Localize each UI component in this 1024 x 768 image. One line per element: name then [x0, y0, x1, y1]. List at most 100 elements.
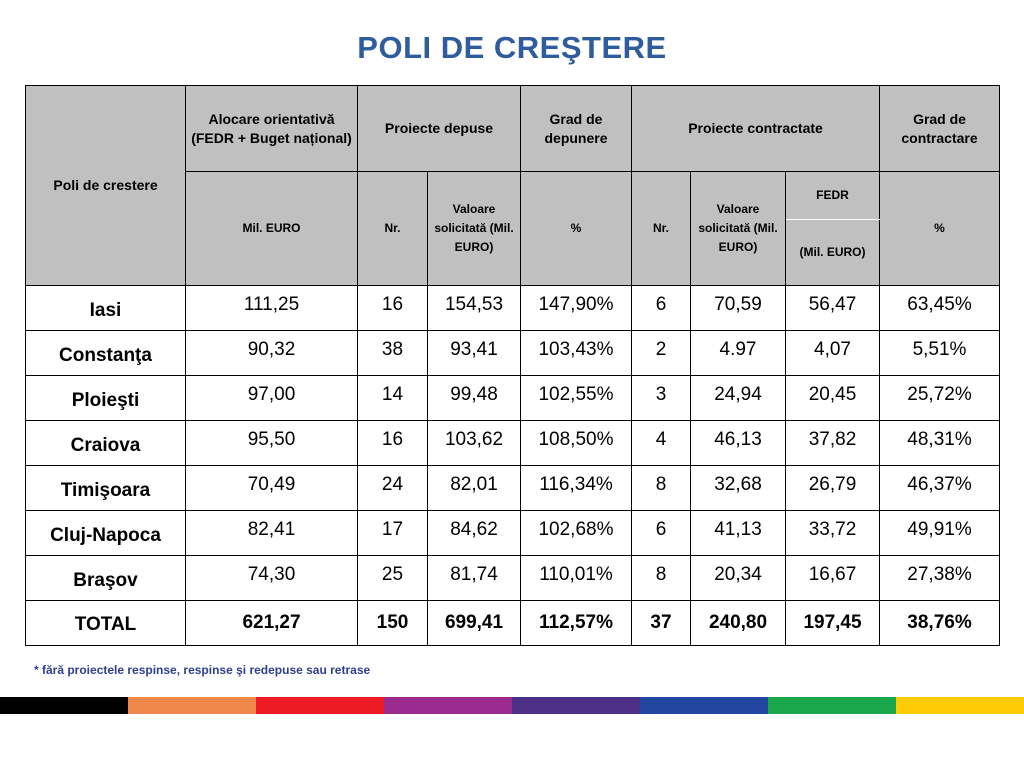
cell-alocare: 111,25	[185, 285, 358, 331]
cell-val-dep: 93,41	[427, 330, 521, 376]
table-row: Braşov 74,30 25 81,74 110,01% 8 20,34 16,67 27,3…	[25, 555, 1001, 601]
table-body: Poli de crestere Alocare orientativă (FE…	[25, 85, 1001, 286]
cell-nr-con: 3	[631, 375, 691, 421]
cell-val-dep: 103,62	[427, 420, 521, 466]
cell-fedr: 4,07	[784, 330, 881, 376]
cell-val-con: 70,59	[690, 285, 786, 331]
cell-grad-con: 49,91%	[879, 510, 1001, 556]
stripe-segment	[0, 697, 128, 714]
sub-nr-depuse: Nr.	[357, 171, 428, 286]
cell-val-dep: 84,62	[427, 510, 521, 556]
header-row-1: Poli de crestere Alocare orientativă (FE…	[25, 85, 1001, 286]
cell-grad-dep: 103,43%	[520, 330, 632, 376]
cell-fedr: 20,45	[784, 375, 881, 421]
cell-alocare: 74,30	[185, 555, 358, 601]
cell-grad-con: 25,72%	[879, 375, 1001, 421]
cell-grad-dep: 147,90%	[520, 285, 632, 331]
cell-nr-dep: 17	[357, 510, 428, 556]
header-proiecte-depuse: Proiecte depuse	[357, 85, 521, 172]
cell-nr-dep: 16	[357, 420, 428, 466]
footnote: * fără proiectele respinse, respinse şi …	[34, 663, 371, 677]
header-proiecte-contractate: Proiecte contractate	[630, 85, 881, 172]
cell-alocare: 90,32	[185, 330, 358, 376]
table-row: Ploieşti 97,00 14 99,48 102,55% 3 24,94 20,45 25…	[25, 375, 1001, 421]
cell-fedr: 56,47	[784, 285, 881, 331]
sub-valoare-depuse: Valoare solicitată (Mil. EURO)	[427, 171, 521, 286]
sub-valoare-contractate: Valoare solicitată (Mil. EURO)	[690, 171, 786, 286]
cell-val-con: 240,80	[690, 600, 786, 646]
city-name: Craiova	[25, 420, 186, 466]
cell-nr-con: 8	[631, 465, 691, 511]
cell-grad-con: 5,51%	[879, 330, 1001, 376]
page-title: POLI DE CREŞTERE	[357, 30, 667, 65]
cell-grad-con: 48,31%	[879, 420, 1001, 466]
cell-grad-dep: 102,55%	[520, 375, 632, 421]
cell-nr-con: 6	[631, 510, 691, 556]
total-label: TOTAL	[25, 600, 186, 646]
cell-grad-con: 38,76%	[879, 600, 1001, 646]
cell-nr-con: 37	[631, 600, 691, 646]
sub-fedr-unit: (Mil. EURO)	[784, 219, 881, 286]
cell-nr-con: 8	[631, 555, 691, 601]
sub-pct-depunere: %	[520, 171, 632, 286]
table-row: Cluj-Napoca 82,41 17 84,62 102,68% 6 41,13 33,7…	[25, 510, 1001, 556]
cell-val-dep: 99,48	[427, 375, 521, 421]
header-row-2: Mil. EURO Nr. Valoare solicitată (Mil. E…	[26, 171, 1001, 286]
cell-alocare: 95,50	[185, 420, 358, 466]
stripe-segment	[128, 697, 256, 714]
cell-val-con: 20,34	[690, 555, 786, 601]
stripe-segment	[768, 697, 896, 714]
header-alocare: Alocare orientativă (FEDR + Buget națion…	[185, 85, 358, 172]
stripe-segment	[256, 697, 384, 714]
cell-val-con: 41,13	[690, 510, 786, 556]
cell-nr-dep: 25	[357, 555, 428, 601]
stripe-segment	[512, 697, 640, 714]
cell-nr-con: 6	[631, 285, 691, 331]
city-name: Ploieşti	[25, 375, 186, 421]
cell-grad-dep: 108,50%	[520, 420, 632, 466]
table-row: Craiova 95,50 16 103,62 108,50% 4 46,13 37,82 48…	[25, 420, 1001, 466]
table-row: Iasi 111,25 16 154,53 147,90% 6 70,59 56,47 63,4…	[25, 285, 1001, 331]
cell-nr-dep: 150	[357, 600, 428, 646]
data-rows: Iasi 111,25 16 154,53 147,90% 6 70,59 56,47 63,4…	[25, 285, 1001, 646]
cell-val-con: 24,94	[690, 375, 786, 421]
cell-val-con: 4.97	[690, 330, 786, 376]
cell-fedr: 197,45	[784, 600, 881, 646]
cell-val-con: 46,13	[690, 420, 786, 466]
city-name: Cluj-Napoca	[25, 510, 186, 556]
color-stripe	[0, 697, 1024, 714]
cell-nr-dep: 38	[357, 330, 428, 376]
cell-nr-con: 4	[631, 420, 691, 466]
cell-grad-con: 46,37%	[879, 465, 1001, 511]
cell-grad-dep: 112,57%	[520, 600, 632, 646]
sub-pct-contractare: %	[879, 171, 1001, 286]
cell-val-dep: 154,53	[427, 285, 521, 331]
cell-nr-dep: 16	[357, 285, 428, 331]
city-name: Constanţa	[25, 330, 186, 376]
cell-alocare: 97,00	[185, 375, 358, 421]
sub-mil-euro: Mil. EURO	[185, 171, 358, 286]
sub-fedr: FEDR	[784, 171, 881, 220]
header-poli: Poli de crestere	[25, 85, 186, 286]
cell-val-dep: 81,74	[427, 555, 521, 601]
cell-grad-dep: 102,68%	[520, 510, 632, 556]
cell-alocare: 82,41	[185, 510, 358, 556]
stripe-segment	[384, 697, 512, 714]
sub-nr-contractate: Nr.	[631, 171, 691, 286]
growth-poles-table: Poli de crestere Alocare orientativă (FE…	[25, 85, 1001, 646]
cell-val-dep: 699,41	[427, 600, 521, 646]
cell-nr-dep: 14	[357, 375, 428, 421]
cell-grad-con: 63,45%	[879, 285, 1001, 331]
cell-grad-dep: 116,34%	[520, 465, 632, 511]
cell-nr-con: 2	[631, 330, 691, 376]
cell-fedr: 37,82	[784, 420, 881, 466]
cell-fedr: 26,79	[784, 465, 881, 511]
stripe-segment	[640, 697, 768, 714]
total-row: TOTAL 621,27 150 699,41 112,57% 37 240,80 197,4…	[25, 600, 1001, 646]
cell-fedr: 16,67	[784, 555, 881, 601]
cell-alocare: 70,49	[185, 465, 358, 511]
cell-nr-dep: 24	[357, 465, 428, 511]
header-grad-depunere: Grad de depunere	[520, 85, 632, 172]
city-name: Iasi	[25, 285, 186, 331]
stripe-segment	[896, 697, 1024, 714]
